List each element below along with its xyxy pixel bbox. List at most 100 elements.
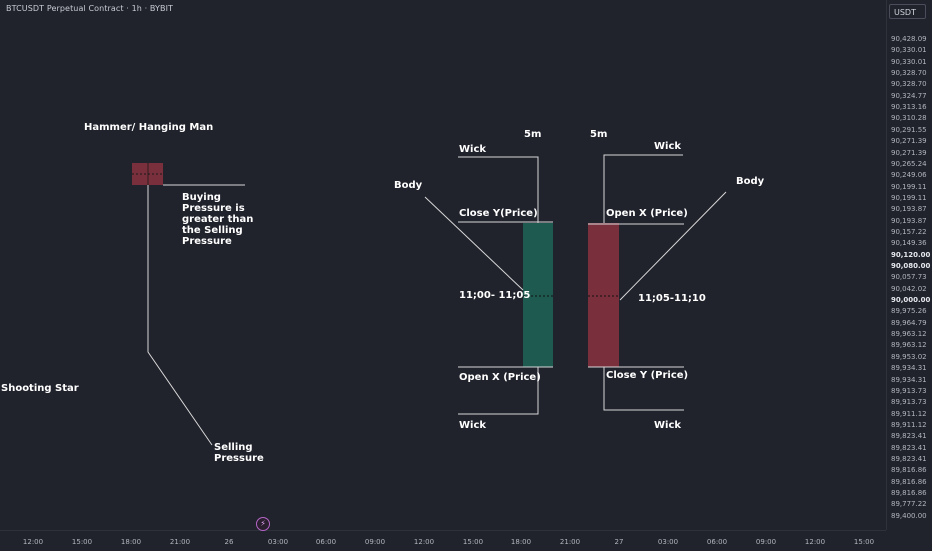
buying-pressure-line-3: greater than [182, 214, 254, 225]
open-x-right-label[interactable]: Open X (Price) [606, 208, 688, 219]
price-label: 90,428.09 [891, 35, 927, 43]
bearish-candle[interactable] [588, 223, 619, 367]
time-label: 03:00 [267, 538, 289, 546]
price-label: 89,823.41 [891, 443, 927, 452]
buying-pressure-line-5: Pressure [182, 236, 232, 247]
time-label: 09:00 [755, 538, 777, 546]
time-label: 21:00 [169, 538, 191, 546]
price-label: 90,080.00 [891, 262, 931, 270]
price-label: 89,934.31 [891, 375, 927, 384]
price-label: 90,042.02 [891, 284, 927, 293]
shooting-star-label[interactable]: Shooting Star [1, 383, 79, 394]
buying-pressure-label[interactable]: Buying Pressure is greater than the Sell… [182, 192, 253, 247]
price-label: 89,400.00 [891, 511, 927, 520]
time-axis[interactable] [0, 530, 886, 551]
price-label: 90,313.16 [891, 103, 927, 112]
time-label: 15:00 [462, 538, 484, 546]
timeframe-right-label[interactable]: 5m [590, 129, 608, 140]
price-label: 90,057.73 [891, 273, 927, 282]
body-left-label[interactable]: Body [394, 180, 423, 191]
left-lower-wick-line[interactable] [458, 367, 539, 415]
price-label: 89,816.86 [891, 489, 927, 497]
time-label: 12:00 [804, 538, 826, 546]
wick-top-right-label[interactable]: Wick [654, 141, 682, 152]
price-label: 89,823.41 [891, 432, 927, 441]
time-label: 06:00 [706, 538, 728, 546]
hammer-label[interactable]: Hammer/ Hanging Man [84, 122, 214, 133]
left-upper-wick-line[interactable] [458, 156, 539, 223]
price-label: 90,199.11 [891, 193, 927, 202]
price-label: 89,777.22 [891, 500, 927, 509]
close-y-right-label[interactable]: Close Y (Price) [606, 370, 689, 381]
timeframe-left-label[interactable]: 5m [524, 129, 542, 140]
price-label: 90,265.24 [891, 159, 927, 168]
close-y-left-label[interactable]: Close Y(Price) [459, 208, 538, 219]
price-label: 89,953.02 [891, 352, 927, 361]
time-label: 27 [614, 538, 624, 546]
selling-pressure-line[interactable] [147, 185, 213, 446]
price-label: 90,271.39 [891, 148, 927, 157]
price-label: 89,913.73 [891, 386, 927, 395]
price-label: 89,934.31 [891, 364, 927, 373]
wick-bottom-left-label[interactable]: Wick [459, 420, 487, 431]
price-label: 90,271.39 [891, 137, 927, 146]
price-label: 89,823.41 [891, 454, 927, 463]
right-lower-wick-line[interactable] [603, 367, 684, 411]
hammer-candle[interactable] [132, 163, 163, 185]
price-axis[interactable] [886, 0, 932, 530]
price-label: 90,328.70 [891, 80, 927, 89]
lightning-icon[interactable]: ⚡ [256, 517, 270, 531]
chart-title: BTCUSDT Perpetual Contract · 1h · BYBIT [6, 4, 174, 13]
buying-pressure-line-1: Buying [182, 192, 221, 203]
price-label: 90,199.11 [891, 182, 927, 191]
price-label: 90,291.55 [891, 125, 927, 134]
price-label: 90,193.87 [891, 216, 927, 225]
price-label: 89,913.73 [891, 398, 927, 407]
price-label: 90,328.70 [891, 69, 927, 78]
time-label: 15:00 [71, 538, 93, 546]
time-label: 18:00 [120, 538, 142, 546]
selling-pressure-line-2: Pressure [214, 453, 264, 464]
price-label: 90,324.77 [891, 91, 927, 100]
price-label: 90,193.87 [891, 205, 927, 214]
right-upper-wick-line[interactable] [603, 154, 683, 223]
body-right-label[interactable]: Body [736, 176, 765, 187]
open-x-left-label[interactable]: Open X (Price) [459, 372, 541, 383]
price-label: 90,330.01 [891, 57, 927, 66]
price-label: 89,963.12 [891, 330, 927, 339]
time-range-right-label[interactable]: 11;05-11;10 [638, 293, 706, 304]
time-label: 12:00 [22, 538, 44, 546]
time-label: 18:00 [510, 538, 532, 546]
wick-bottom-right-label[interactable]: Wick [654, 420, 682, 431]
price-label: 89,816.86 [891, 477, 927, 486]
left-body-pointer[interactable] [424, 196, 524, 291]
time-label: 15:00 [853, 538, 875, 546]
time-label: 21:00 [559, 538, 581, 546]
selling-pressure-line-1: Selling [214, 442, 253, 453]
price-label: 90,120.00 [891, 250, 931, 259]
price-label: 89,963.12 [891, 341, 927, 350]
wick-top-left-label[interactable]: Wick [459, 144, 487, 155]
price-label: 89,816.86 [891, 466, 927, 475]
price-label: 90,000.00 [891, 296, 931, 305]
price-label: 89,911.12 [891, 420, 927, 429]
buying-pressure-line-2: Pressure is [182, 203, 245, 214]
chart-drawing-layer [132, 154, 727, 446]
price-label: 89,975.26 [891, 307, 927, 316]
time-label: 09:00 [364, 538, 386, 546]
time-label: 03:00 [657, 538, 679, 546]
time-label: 12:00 [413, 538, 435, 546]
price-label: 90,157.22 [891, 227, 927, 236]
right-body-pointer[interactable] [619, 191, 727, 301]
currency-selector[interactable]: USDT [889, 4, 926, 19]
price-label: 90,249.06 [891, 171, 927, 180]
bullish-candle[interactable] [523, 223, 553, 367]
time-range-left-label[interactable]: 11;00- 11;05 [459, 290, 531, 301]
price-label: 90,310.28 [891, 114, 927, 123]
price-label: 89,964.79 [891, 318, 927, 327]
buying-pressure-line-4: the Selling [182, 225, 243, 236]
price-label: 90,330.01 [891, 46, 927, 55]
time-label: 06:00 [315, 538, 337, 546]
price-label: 90,149.36 [891, 239, 927, 248]
selling-pressure-label[interactable]: Selling Pressure [214, 442, 264, 464]
